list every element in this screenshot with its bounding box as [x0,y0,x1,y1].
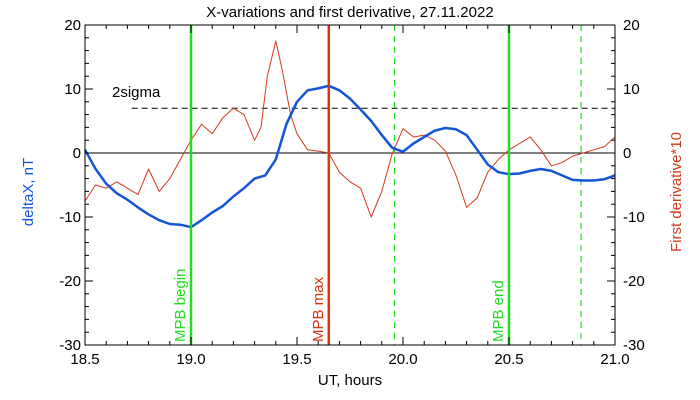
series-layer [83,40,616,229]
x-tick-label-4: 20.5 [494,351,523,368]
vertical-markers-layer: MPB begin MPB max MPB end [172,25,511,345]
x-tick-label-2: 19.5 [282,351,311,368]
series-line-derivative [84,40,616,218]
y-axis-title-left: deltaX, nT [20,158,37,226]
plot-frame [84,24,616,346]
x-tick-label-1: 19.0 [176,351,205,368]
x-axis-title: UT, hours [318,372,382,389]
y-tick-label-left-0: 20 [64,17,81,34]
y-tick-label-right-5: -30 [623,337,645,354]
y-tick-label-left-1: 10 [64,81,81,98]
threshold-label: 2sigma [112,84,161,101]
x-tick-label-5: 21.0 [600,351,629,368]
y-tick-label-right-0: 20 [623,17,640,34]
vertical-marker-label-0: MPB begin [172,269,189,342]
x-tick-label-3: 20.0 [388,351,417,368]
y-tick-label-right-1: 10 [623,81,640,98]
y-tick-label-right-2: 0 [623,145,631,162]
y-tick-label-left-5: -30 [59,337,81,354]
y-tick-label-right-3: -10 [623,209,645,226]
y-tick-label-right-4: -20 [623,273,645,290]
vertical-marker-label-1: MPB max [310,276,327,342]
vertical-marker-label-2: MPB end [490,280,507,342]
chart-title: X-variations and first derivative, 27.11… [206,4,493,21]
x-tick-label-0: 18.5 [70,351,99,368]
y-tick-label-left-2: 0 [73,145,81,162]
y-tick-label-left-4: -20 [59,273,81,290]
series-line-deltax [83,84,616,229]
dashed-markers-layer [393,25,582,345]
y-axis-title-right: First derivative*10 [668,132,685,252]
y-tick-label-left-3: -10 [59,209,81,226]
ticks-layer: 18.5 19.0 19.5 20.0 20.5 21.0 20 20 10 10 0 0 -10 -10… [59,17,644,368]
